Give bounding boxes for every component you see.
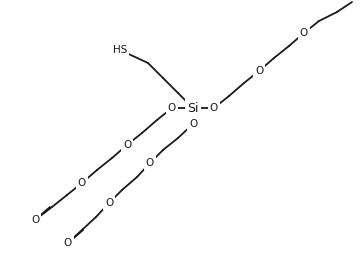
Text: O: O bbox=[210, 103, 218, 113]
Text: O: O bbox=[64, 238, 72, 248]
Text: O: O bbox=[105, 198, 113, 208]
Text: O: O bbox=[168, 103, 176, 113]
Text: O: O bbox=[300, 28, 308, 38]
Text: O: O bbox=[78, 178, 86, 188]
Text: O: O bbox=[123, 140, 131, 150]
Text: O: O bbox=[189, 119, 197, 129]
Text: HS: HS bbox=[113, 45, 127, 55]
Text: O: O bbox=[31, 215, 39, 225]
Text: Si: Si bbox=[187, 102, 199, 114]
Text: O: O bbox=[146, 158, 154, 168]
Text: O: O bbox=[255, 66, 263, 76]
